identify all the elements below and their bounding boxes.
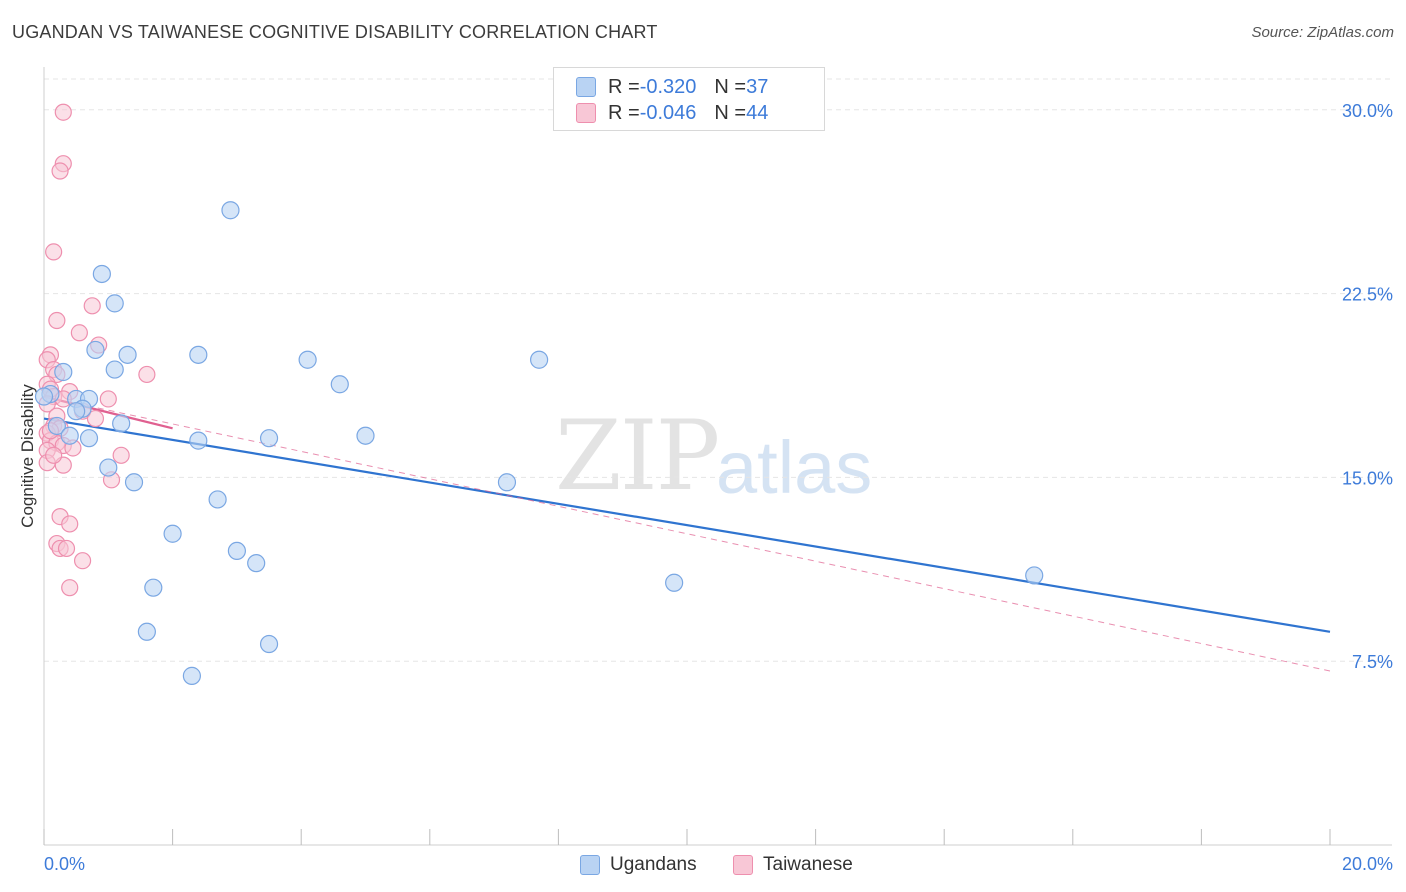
gridlines bbox=[44, 78, 1392, 662]
taiwanese-point bbox=[61, 515, 79, 533]
ugandans-point bbox=[47, 416, 66, 436]
taiwanese-point bbox=[51, 162, 69, 180]
ugandans-point bbox=[92, 264, 111, 284]
y-tick-label: 30.0% bbox=[1342, 101, 1393, 121]
y-tick-label: 22.5% bbox=[1342, 285, 1393, 305]
x-tick-label: 0.0% bbox=[44, 854, 85, 874]
taiwanese-point bbox=[54, 103, 72, 121]
ugandans-point bbox=[67, 402, 86, 421]
taiwanese-trend-extension bbox=[43, 396, 1331, 672]
watermark-zip: ZIP bbox=[555, 400, 720, 512]
source-label: Source: ZipAtlas.com bbox=[1251, 24, 1394, 41]
ugandans-point bbox=[330, 375, 349, 394]
legend-r-value: -0.046 bbox=[639, 101, 697, 124]
ugandans-point bbox=[189, 345, 208, 364]
legend-r-label: R = bbox=[608, 75, 640, 98]
tick-labels: 7.5% 15.0% 22.5% 30.0% 0.0% 20.0% bbox=[44, 101, 1393, 874]
taiwanese-point bbox=[61, 579, 79, 597]
axes bbox=[43, 67, 1392, 846]
ugandans-point bbox=[227, 541, 246, 561]
ugandans-point bbox=[86, 340, 105, 360]
ugandans-point bbox=[247, 554, 266, 573]
legend-swatch-blue bbox=[576, 77, 596, 97]
ugandans-point bbox=[1025, 566, 1044, 585]
y-tick-label: 7.5% bbox=[1352, 652, 1393, 672]
legend-n-value: 37 bbox=[746, 75, 769, 98]
x-tick-label: 20.0% bbox=[1342, 854, 1393, 874]
watermark-atlas: atlas bbox=[716, 426, 873, 509]
y-tick-label: 15.0% bbox=[1342, 468, 1393, 488]
ugandans-point bbox=[137, 622, 156, 641]
legend-n-label: N = bbox=[714, 101, 747, 124]
legend-r-label: R = bbox=[608, 101, 640, 124]
ugandans-point bbox=[259, 429, 279, 448]
legend-item-ugandans[interactable]: Ugandans bbox=[580, 852, 697, 878]
ugandans-point bbox=[182, 666, 201, 685]
ugandans-point bbox=[105, 294, 124, 313]
ugandans-point bbox=[530, 350, 549, 369]
taiwanese-point bbox=[70, 324, 88, 342]
taiwanese-point bbox=[73, 552, 92, 570]
ugandans-point bbox=[208, 490, 227, 509]
legend-swatch-pink bbox=[733, 855, 753, 875]
taiwanese-point bbox=[45, 243, 63, 261]
ugandans-point bbox=[144, 578, 163, 597]
taiwanese-point bbox=[86, 409, 105, 428]
legend-swatch-blue bbox=[580, 855, 600, 875]
legend-n-label: N = bbox=[714, 75, 747, 98]
legend-r-value: -0.320 bbox=[639, 75, 697, 98]
trend-lines bbox=[43, 395, 1331, 672]
ugandans-point bbox=[163, 524, 182, 543]
taiwanese-point bbox=[138, 365, 156, 384]
legend-label-ugandans: Ugandans bbox=[610, 854, 697, 875]
stats-legend: R = -0.320 N = 37 R = -0.046 N = 44 bbox=[553, 67, 825, 131]
ugandans-point bbox=[54, 362, 73, 382]
chart-title: UGANDAN VS TAIWANESE COGNITIVE DISABILIT… bbox=[12, 22, 658, 42]
taiwanese-point bbox=[99, 390, 117, 408]
ugandans-trend-line bbox=[43, 417, 1331, 633]
data-points bbox=[34, 103, 1044, 685]
legend-label-taiwanese: Taiwanese bbox=[763, 854, 853, 875]
taiwanese-point bbox=[48, 311, 66, 330]
ugandans-point bbox=[105, 360, 124, 379]
ugandans-point bbox=[79, 429, 99, 448]
legend-n-value: 44 bbox=[746, 101, 769, 124]
legend-row-taiwanese: R = -0.046 N = 44 bbox=[576, 100, 768, 126]
legend-swatch-pink bbox=[576, 103, 596, 123]
ugandans-point bbox=[60, 426, 79, 445]
legend-item-taiwanese[interactable]: Taiwanese bbox=[733, 852, 853, 878]
taiwanese-point bbox=[83, 297, 101, 315]
ugandans-point bbox=[112, 414, 131, 433]
ugandans-point bbox=[99, 458, 118, 477]
ugandans-point bbox=[34, 387, 54, 406]
legend-row-ugandans: R = -0.320 N = 37 bbox=[576, 74, 768, 100]
taiwanese-point bbox=[57, 539, 76, 558]
ugandans-point bbox=[497, 473, 517, 492]
ugandans-point bbox=[124, 473, 144, 492]
ugandans-point bbox=[189, 431, 208, 450]
taiwanese-point bbox=[45, 446, 63, 464]
ugandans-point bbox=[118, 345, 137, 364]
taiwanese-point bbox=[112, 446, 130, 464]
ugandans-point bbox=[298, 350, 317, 369]
ugandans-point bbox=[259, 634, 279, 654]
ugandans-point bbox=[356, 426, 375, 445]
ugandans-point bbox=[665, 573, 684, 592]
ugandans-point bbox=[221, 201, 240, 220]
